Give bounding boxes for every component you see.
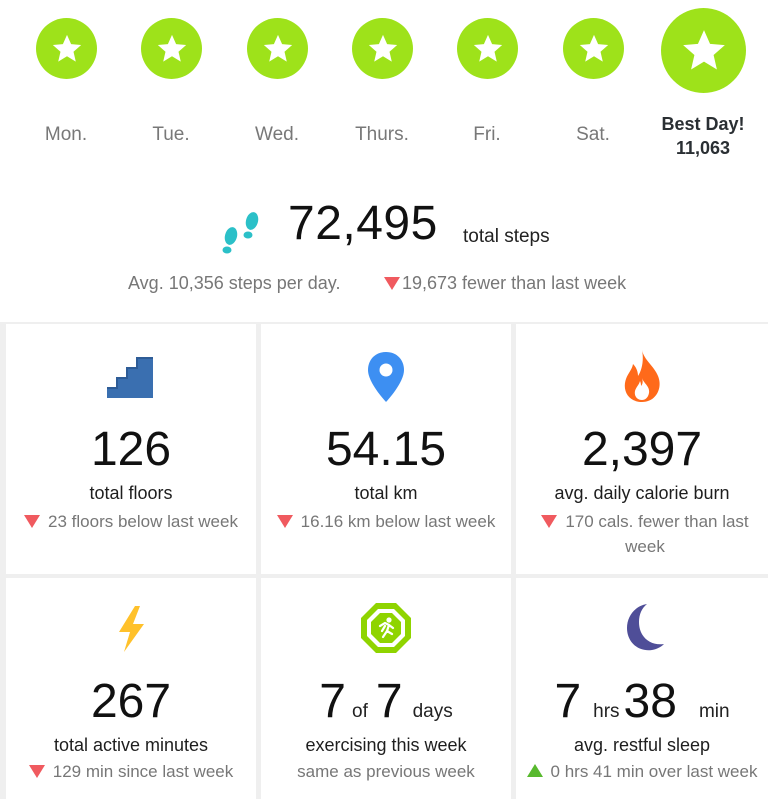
exercise-days-total: 7 — [375, 675, 403, 728]
km-sub-text: 16.16 km below last week — [300, 512, 496, 531]
star-icon — [263, 34, 292, 62]
sleep-label: avg. restful sleep — [573, 735, 711, 755]
day-label-thurs: Thurs. — [355, 124, 409, 145]
floors-sub-text: 23 floors below last week — [48, 512, 238, 531]
exercise-days-count: 7 — [319, 675, 346, 728]
stairs-icon — [107, 357, 153, 398]
total-steps-unit: total steps — [463, 226, 550, 247]
sleep-hours: 7 — [554, 675, 582, 728]
best-day-title: Best Day! — [661, 114, 745, 134]
day-label-wed: Wed. — [254, 124, 299, 145]
best-day-star-badge[interactable] — [661, 8, 746, 93]
best-day-label: Best Day! 11,063 — [640, 112, 766, 160]
active-minutes-sub: 129 min since last week — [12, 759, 250, 784]
total-steps-value: 72,495 — [288, 197, 438, 250]
map-pin-icon — [368, 352, 404, 402]
down-arrow-icon — [541, 515, 558, 528]
down-arrow-icon — [276, 515, 293, 528]
calories-sub: 170 cals. fewer than last week — [536, 509, 754, 559]
lightning-bolt-icon — [119, 606, 144, 652]
exercise-of: of — [352, 701, 368, 722]
exercise-days-unit: days — [412, 701, 453, 722]
exercise-sub: same as previous week — [297, 762, 475, 781]
star-icon — [579, 34, 608, 62]
floors-label: total floors — [89, 483, 173, 503]
moon-icon — [627, 604, 664, 651]
sleep-sub-text: 0 hrs 41 min over last week — [550, 762, 758, 781]
star-icon — [682, 29, 725, 70]
star-icon — [157, 34, 186, 62]
tile-exercise[interactable]: 7 of 7 days exercising this week same as pr… — [261, 578, 511, 799]
active-minutes-label: total active minutes — [53, 735, 209, 755]
day-star-badge-sat[interactable] — [563, 18, 624, 79]
floors-sub: 23 floors below last week — [12, 509, 250, 534]
down-arrow-icon — [28, 765, 45, 778]
day-star-badge-fri[interactable] — [457, 18, 518, 79]
km-sub: 16.16 km below last week — [267, 509, 505, 534]
steps-delta-text: 19,673 fewer than last week — [402, 273, 627, 293]
exercise-runner-icon — [361, 603, 411, 653]
calories-value: 2,397 — [581, 423, 703, 476]
exercise-label: exercising this week — [305, 735, 467, 755]
tile-km[interactable]: 54.15 total km 16.16 km below last week — [261, 324, 511, 574]
tile-calories[interactable]: 2,397 avg. daily calorie burn 170 cals. … — [516, 324, 768, 574]
day-label-sat: Sat. — [576, 124, 610, 145]
stats-grid: 126 total floors 23 floors below last we… — [0, 322, 768, 799]
week-row: Mon. Tue. Wed. Thurs. Fri. Sat. Best Day… — [0, 0, 768, 170]
day-label-tue: Tue. — [152, 124, 190, 145]
footprints-icon — [218, 206, 268, 259]
day-star-badge-mon[interactable] — [36, 18, 97, 79]
best-day-steps: 11,063 — [675, 138, 731, 158]
sleep-sub: 0 hrs 41 min over last week — [518, 759, 766, 784]
active-minutes-sub-text: 129 min since last week — [52, 762, 234, 781]
day-star-badge-wed[interactable] — [247, 18, 308, 79]
star-icon — [473, 34, 502, 62]
calories-label: avg. daily calorie burn — [554, 483, 730, 503]
steps-delta: 19,673 fewer than last week — [384, 273, 626, 294]
day-label-mon: Mon. — [44, 124, 88, 145]
km-label: total km — [354, 483, 418, 503]
sleep-minutes-unit: min — [698, 701, 730, 722]
exercise-value: 7 of 7 days — [261, 674, 511, 729]
tile-sleep[interactable]: 7 hrs38 min avg. restful sleep 0 hrs 41 mi… — [516, 578, 768, 799]
down-arrow-icon — [24, 515, 41, 528]
star-icon — [368, 34, 397, 62]
active-minutes-value: 267 — [90, 675, 172, 728]
steps-average: Avg. 10,356 steps per day. — [128, 273, 341, 293]
sleep-value: 7 hrs38 min — [516, 674, 768, 729]
flame-icon — [624, 350, 660, 402]
up-arrow-icon — [526, 764, 543, 777]
km-value: 54.15 — [325, 423, 447, 476]
sleep-hours-unit: hrs — [593, 701, 620, 722]
star-icon — [52, 34, 81, 62]
day-star-badge-tue[interactable] — [141, 18, 202, 79]
day-label-fri: Fri. — [473, 124, 501, 145]
tile-active-minutes[interactable]: 267 total active minutes 129 min since l… — [6, 578, 256, 799]
sleep-minutes: 38 — [623, 675, 677, 728]
floors-value: 126 — [90, 423, 172, 476]
day-star-badge-thurs[interactable] — [352, 18, 413, 79]
calories-sub-text: 170 cals. fewer than last week — [565, 512, 749, 556]
down-arrow-icon — [384, 277, 400, 290]
tile-floors[interactable]: 126 total floors 23 floors below last we… — [6, 324, 256, 574]
